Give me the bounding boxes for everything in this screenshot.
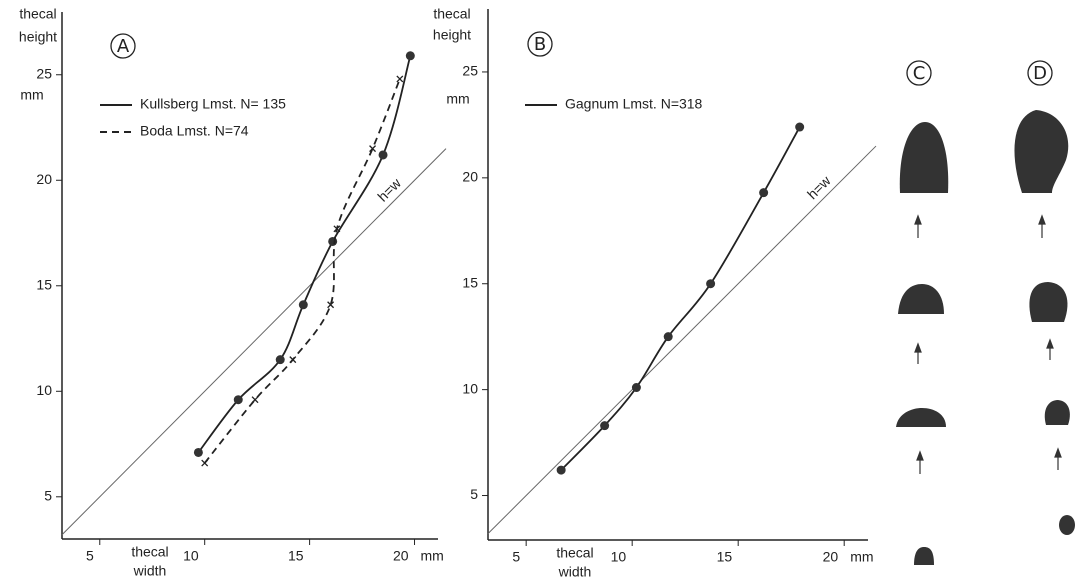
point	[396, 75, 404, 83]
specimen	[1059, 515, 1075, 535]
y-tick-label: 10	[462, 380, 478, 396]
panel-label: D	[1033, 63, 1047, 84]
y-tick-label: 20	[36, 171, 52, 187]
x-tick-label: 15	[288, 548, 304, 564]
arrow-head	[1046, 338, 1054, 349]
x-tick-label: 10	[611, 549, 627, 565]
point	[201, 459, 209, 467]
y-tick-label: 10	[36, 382, 52, 398]
legend-label: Kullsberg Lmst. N= 135	[140, 96, 286, 112]
panel-circle	[906, 60, 932, 86]
y-tick-label: 5	[470, 486, 478, 502]
x-unit: mm	[850, 549, 873, 565]
point	[369, 145, 377, 153]
x-tick-label: 20	[393, 548, 409, 564]
y-unit: mm	[446, 91, 469, 107]
reference-label: h=w	[804, 172, 834, 202]
point	[759, 188, 769, 198]
series-line	[560, 126, 801, 471]
arrow-head	[1054, 447, 1062, 458]
arrows	[914, 214, 1062, 474]
panel-circle	[1027, 60, 1053, 86]
panel-label: B	[534, 34, 546, 55]
x-unit: mm	[421, 548, 444, 564]
panel-circle	[110, 33, 136, 59]
point	[378, 150, 388, 160]
y-tick-label: 25	[36, 65, 52, 81]
specimen	[1029, 282, 1068, 322]
y-tick-label: 15	[462, 274, 478, 290]
reference-line	[487, 145, 877, 535]
x-label: width	[133, 563, 167, 579]
arrow-head	[916, 450, 924, 461]
y-label: thecal	[19, 6, 56, 22]
arrow-head	[1038, 214, 1046, 225]
arrow-head	[914, 342, 922, 353]
specimens-c	[896, 122, 949, 565]
specimen	[1014, 110, 1069, 193]
y-tick-label: 25	[462, 63, 478, 79]
panel-label: A	[117, 36, 130, 57]
x-label: width	[558, 564, 592, 580]
point	[193, 447, 203, 457]
point	[289, 356, 297, 364]
point	[556, 465, 566, 475]
series-line	[197, 55, 412, 454]
specimen	[1044, 400, 1070, 425]
specimen	[896, 408, 946, 427]
specimen	[899, 122, 949, 193]
point	[333, 225, 341, 233]
x-tick-label: 15	[717, 549, 733, 565]
y-tick-label: 20	[462, 169, 478, 185]
y-tick-label: 15	[36, 276, 52, 292]
point	[327, 301, 335, 309]
point	[298, 300, 308, 310]
specimens-d	[1014, 110, 1075, 535]
point	[795, 122, 805, 132]
x-tick-label: 5	[512, 549, 520, 565]
y-label: height	[433, 27, 471, 43]
y-label: thecal	[433, 6, 470, 22]
x-tick-label: 20	[823, 549, 839, 565]
specimen	[914, 547, 934, 565]
arrow-head	[914, 214, 922, 225]
x-label: thecal	[131, 544, 168, 560]
point	[251, 396, 259, 404]
point	[663, 332, 673, 342]
point	[600, 421, 610, 431]
panel-circle	[527, 31, 553, 57]
y-tick-label: 5	[44, 487, 52, 503]
point	[631, 383, 641, 393]
point	[405, 51, 415, 61]
x-tick-label: 10	[183, 548, 199, 564]
point	[275, 355, 285, 365]
reference-label: h=w	[374, 174, 404, 204]
legend-label: Gagnum Lmst. N=318	[565, 96, 703, 112]
x-tick-label: 5	[86, 548, 94, 564]
panel-label: C	[913, 63, 926, 84]
legend-label: Boda Lmst. N=74	[140, 123, 249, 139]
specimen	[898, 284, 944, 314]
y-label: height	[19, 29, 57, 45]
x-label: thecal	[556, 545, 593, 561]
y-unit: mm	[20, 87, 43, 103]
reference-line	[61, 148, 447, 536]
point	[706, 279, 716, 289]
point	[233, 395, 243, 405]
